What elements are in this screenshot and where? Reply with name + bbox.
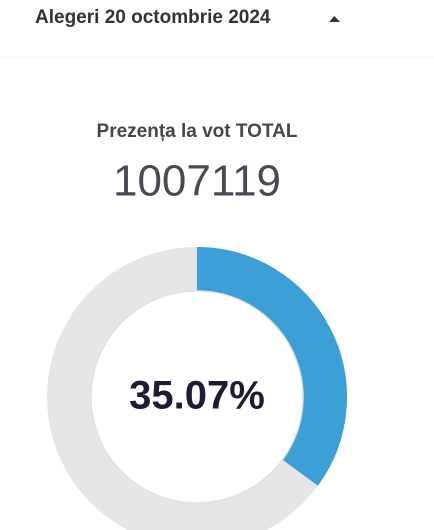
turnout-total: 1007119 [113, 157, 281, 206]
header-title[interactable]: Alegeri 20 octombrie 2024 [35, 7, 271, 28]
caret-icon[interactable] [329, 16, 340, 22]
turnout-label: Prezența la vot TOTAL [97, 121, 298, 142]
gauge-arc [196, 247, 347, 486]
gauge-percent-label: 35.07% [129, 374, 265, 418]
gauge-inner [90, 290, 304, 504]
